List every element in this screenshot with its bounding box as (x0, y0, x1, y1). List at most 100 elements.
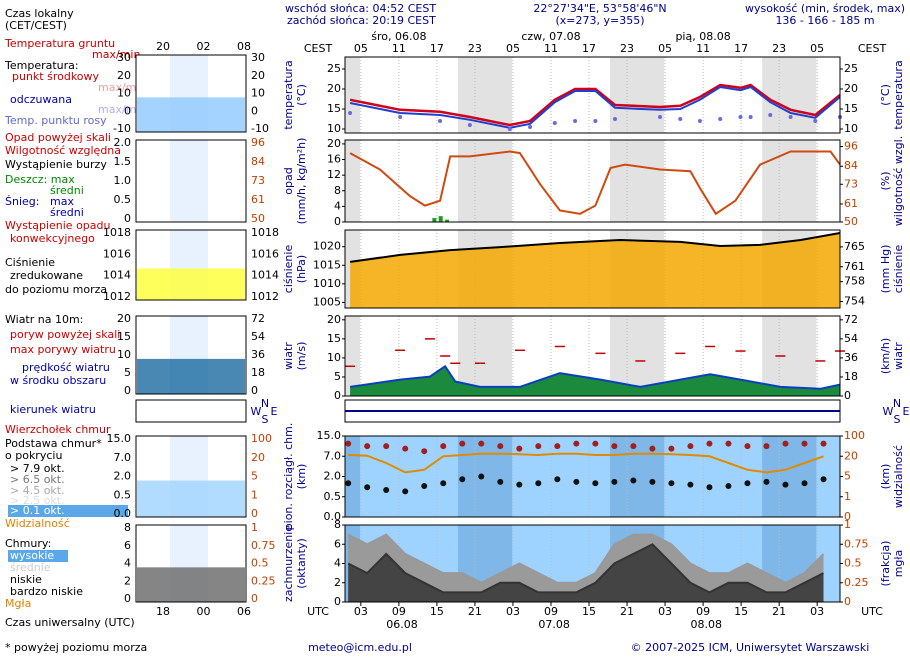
mini-tick-label: 1012 (103, 290, 131, 303)
y2-axis-label: wilgotność wzgl. (892, 136, 905, 226)
y-tick-label: 0 (334, 389, 341, 402)
y2-tick-label: 761 (844, 260, 865, 273)
dot (497, 443, 504, 450)
y-tick-label: 0.5 (324, 490, 342, 503)
y2-tick-label: 20 (844, 82, 858, 95)
compass: W (251, 405, 262, 418)
night-band (762, 140, 817, 222)
dot (438, 119, 443, 123)
dot (738, 115, 743, 119)
legend-label: Śnieg: (5, 195, 39, 208)
local-tick-label: 11 (392, 42, 406, 55)
y2-axis-label: (km) (879, 464, 892, 490)
height: 136 - 166 - 185 m (775, 14, 874, 27)
y2-tick-label: 20 (844, 449, 858, 462)
mini-frame (135, 54, 247, 133)
utc-tick-label: 09 (544, 605, 558, 618)
height-label: wysokość (min, środek, max) (745, 2, 905, 15)
dot (820, 476, 827, 483)
night-band (345, 140, 360, 222)
y-tick-label: 8 (334, 518, 341, 531)
panel-frame (344, 524, 841, 603)
mini-tick-label: 0.5 (251, 557, 269, 570)
y-tick-label: 4 (334, 557, 341, 570)
dot (398, 115, 403, 119)
legend-label: średnie (10, 561, 51, 574)
y2-tick-label: 758 (844, 275, 865, 288)
night-band (457, 316, 513, 396)
sunset: zachód słońca: 20:19 CEST (287, 14, 436, 27)
utc-tick-label: 03 (810, 605, 824, 618)
y2-tick-label: 18 (844, 370, 858, 383)
mini-tick-label: 36 (251, 348, 265, 361)
mini-tick-label: 0.25 (251, 574, 276, 587)
mini-tick-label: 2 (124, 574, 131, 587)
dot (554, 443, 561, 450)
y2-tick-label: 84 (844, 159, 858, 172)
y2-tick-label: 72 (844, 313, 858, 326)
night-band (762, 316, 817, 396)
legend-label: Czas lokalny (5, 7, 74, 20)
dot (478, 440, 485, 447)
grid-point: (x=273, y=355) (555, 14, 644, 27)
mini-tick-label: 72 (251, 312, 265, 325)
utc-tick-label: 03 (658, 605, 672, 618)
mini-tick-label: 2.0 (114, 470, 132, 483)
y2-axis-label: (%) (879, 171, 892, 190)
y-tick-label: 8 (334, 184, 341, 197)
dot (649, 445, 656, 452)
bar (432, 218, 437, 222)
legend-label: max porywy wiatru (10, 343, 116, 356)
legend-label: max/min (92, 48, 140, 61)
mini-tick-label: 0.5 (114, 193, 132, 206)
mini-tick-label: 20 (117, 69, 131, 82)
sunrise: wschód słońca: 04:52 CEST (285, 2, 436, 15)
legend-label: Opad powyżej skali (5, 131, 111, 144)
y2-axis-label: (mm Hg) (879, 245, 892, 294)
y-tick-label: 2 (334, 576, 341, 589)
panel-frame (344, 139, 841, 223)
mini-tick-label: 8 (124, 521, 131, 534)
mini-tick-label: 1 (251, 521, 258, 534)
legend-label: > 7.9 okt. (10, 462, 65, 475)
dot (687, 443, 694, 450)
local-tick-label: 17 (734, 42, 748, 55)
y-tick-label: 6 (334, 537, 341, 550)
y2-tick-label: 100 (844, 429, 865, 442)
mini-tick-label: 1016 (251, 247, 279, 260)
local-tick-label: 05 (354, 42, 368, 55)
y-axis-label: zachmurzenie (282, 525, 295, 602)
email: meteo@icm.edu.pl (308, 641, 412, 654)
mini-tick-label: 6 (124, 539, 131, 552)
y-axis-label: (hPa) (295, 255, 308, 283)
local-tick-label: 11 (544, 42, 558, 55)
y2-tick-label: 0.5 (844, 557, 862, 570)
y-tick-label: 10 (327, 122, 341, 135)
day-label: śro, 06.08 (371, 30, 426, 43)
dot (763, 443, 770, 450)
legend-label: > 4.5 okt. (10, 484, 65, 497)
panel-frame (344, 56, 841, 134)
copyright: © 2007-2025 ICM, Uniwersytet Warszawski (631, 641, 870, 654)
legend-label: odczuwana (10, 93, 72, 106)
night-band (457, 436, 513, 517)
line (349, 83, 841, 127)
bar (445, 219, 450, 222)
legend-label: max/min (98, 81, 146, 94)
dot (630, 477, 637, 484)
dot (507, 127, 512, 131)
dot (440, 480, 447, 487)
legend-label: Mgła (5, 597, 31, 610)
local-tick-label: 11 (696, 42, 710, 55)
label-highlight (8, 505, 128, 517)
mini-fill (137, 268, 245, 300)
legend-label: (CET/CEST) (5, 19, 67, 32)
y-tick-label: 16 (327, 153, 341, 166)
legend-label: * powyżej poziomu morza (5, 641, 147, 654)
y-axis-label: (m/s) (295, 342, 308, 371)
y-tick-label: 1005 (313, 295, 341, 308)
panel-frame (344, 315, 841, 397)
mini-tick-label: 5 (124, 366, 131, 379)
legend-label: Ciśnienie (5, 256, 55, 269)
